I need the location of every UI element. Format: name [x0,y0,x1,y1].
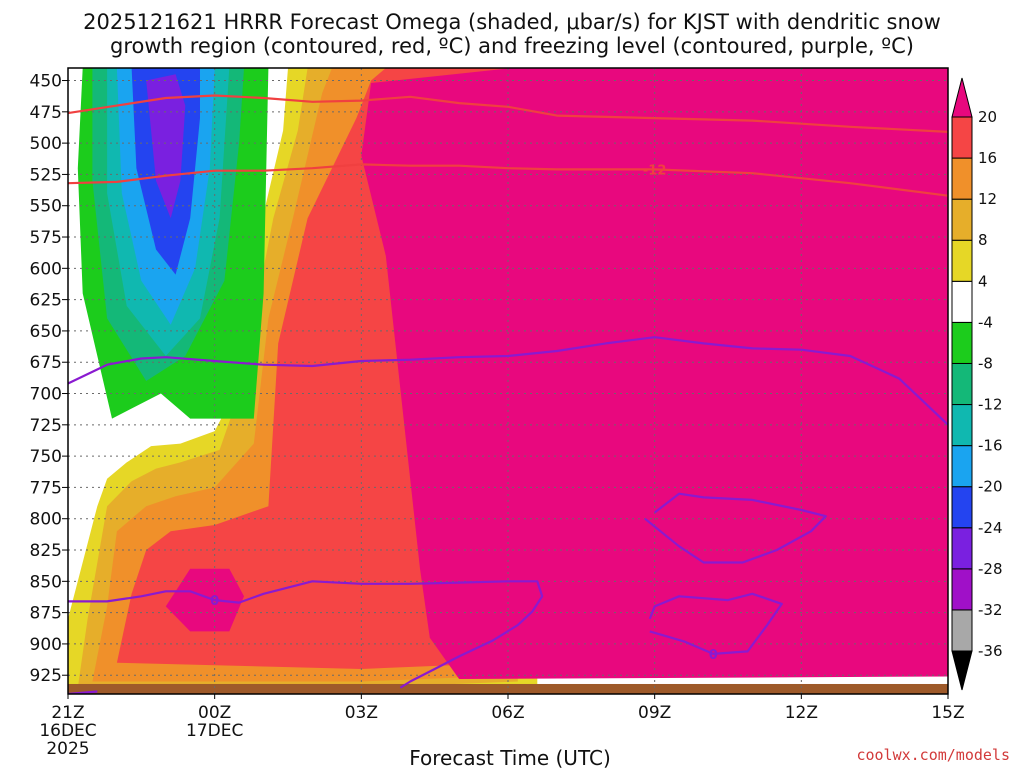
colorbar-box [951,486,973,529]
credit-text: coolwx.com/models [856,746,1010,764]
x-tick-label: 03Z [345,703,378,723]
colorbar-box [951,404,973,447]
colorbar-label: -28 [978,560,1003,578]
dendritic-contour-label: -12 [643,163,667,178]
y-tick-label: 750 [30,447,62,467]
plot-area: -12 0 0 [67,67,949,695]
y-tick-label: 900 [30,635,62,655]
colorbar-box [951,609,973,652]
colorbar-box [951,568,973,611]
colorbar-label: 4 [978,272,988,290]
x-tick-sublabel: 17DEC [186,721,243,741]
colorbar-bottom-arrow [951,650,973,691]
colorbar-box [951,445,973,488]
colorbar-label: -24 [978,519,1003,537]
y-tick-label: 850 [30,572,62,592]
y-axis: 450 475 500 525 550 575 600 625 650 675 700 725 750 7… [30,72,68,686]
colorbar-label: -4 [978,313,993,331]
colorbar-label: -36 [978,642,1003,660]
freezing-contour-label: 0 [709,648,718,663]
colorbar: 20 16 12 8 4 -4 -8 -12 -16 -20 -24 -28 -32 -36 [951,77,1003,691]
x-tick-sublabel: 16DEC [39,721,96,741]
y-tick-label: 825 [30,541,62,561]
x-tick-label: 12Z [785,703,818,723]
y-tick-label: 450 [30,72,62,92]
colorbar-label: -8 [978,354,993,372]
shade-negative-24 [146,74,186,219]
y-tick-label: 725 [30,416,62,436]
y-tick-label: 625 [30,291,62,311]
chart-title-line2: growth region (contoured, red, ºC) and f… [110,34,914,58]
colorbar-label: 16 [978,149,997,167]
shaded-fields [68,68,948,694]
colorbar-label: -32 [978,601,1003,619]
colorbar-box [951,362,973,406]
ground-strip [68,683,948,694]
freezing-contour [648,592,783,655]
y-tick-label: 800 [30,510,62,530]
y-tick-label: 575 [30,228,62,248]
colorbar-label: -20 [978,478,1003,496]
freezing-contour [68,580,544,689]
colorbar-label: -16 [978,437,1003,455]
x-tick-label: 00Z [198,703,231,723]
dendritic-contour [68,163,948,197]
colorbar-label: 20 [978,108,997,126]
colorbar-box [951,157,973,200]
shade-positive-20-main [361,68,948,679]
colorbar-label: 8 [978,231,988,249]
colorbar-box [951,527,973,570]
dendritic-contour [68,94,948,133]
colorbar-label: 12 [978,190,997,208]
freezing-contour-label: 0 [210,594,219,609]
y-tick-label: 525 [30,165,62,185]
y-tick-label: 475 [30,103,62,123]
y-tick-label: 925 [30,666,62,686]
x-tick-label: 06Z [491,703,524,723]
y-tick-label: 775 [30,478,62,498]
colorbar-box [951,239,973,282]
x-tick-label: 21Z [51,703,84,723]
colorbar-box [951,280,973,323]
colorbar-box [951,116,973,159]
y-tick-label: 550 [30,197,62,217]
y-tick-label: 700 [30,385,62,405]
y-tick-label: 500 [30,134,62,154]
colorbar-box [951,321,973,364]
y-tick-label: 675 [30,353,62,373]
colorbar-label: -12 [978,396,1003,414]
chart-title-line1: 2025121621 HRRR Forecast Omega (shaded, … [83,10,941,34]
freezing-contour [68,336,948,426]
grid [68,68,948,694]
y-tick-label: 875 [30,604,62,624]
x-tick-label: 09Z [638,703,671,723]
colorbar-top-arrow [951,77,973,118]
freezing-contour [644,492,827,564]
y-tick-label: 650 [30,322,62,342]
shade-positive-20 [165,568,244,632]
x-tick-label: 15Z [931,703,964,723]
y-tick-label: 600 [30,259,62,279]
x-axis-label: Forecast Time (UTC) [409,746,611,768]
x-tick-year: 2025 [46,739,89,759]
colorbar-box [951,198,973,241]
